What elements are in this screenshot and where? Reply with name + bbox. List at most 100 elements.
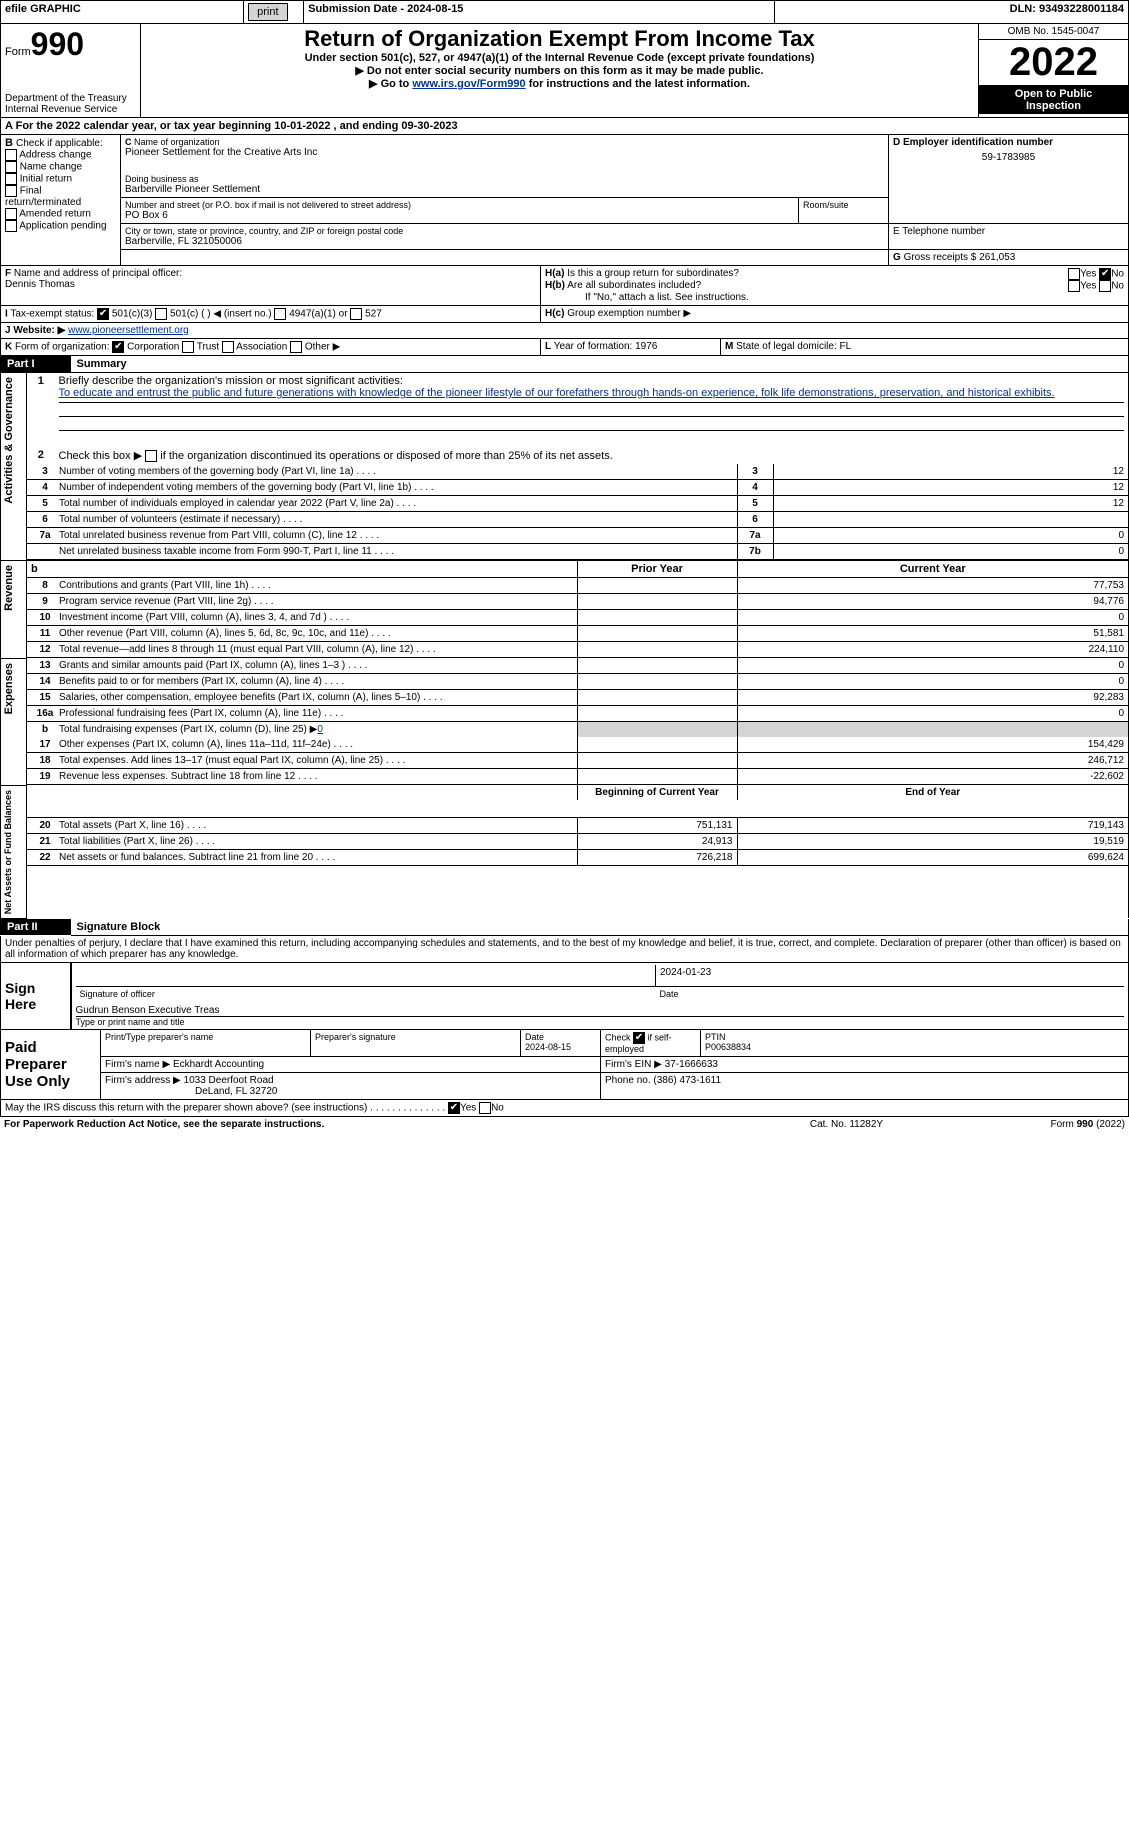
chk-pending[interactable] (5, 220, 17, 232)
irs-link[interactable]: www.irs.gov/Form990 (412, 78, 525, 90)
ein: 59-1783985 (893, 152, 1124, 163)
sig-officer-label: Signature of officer (76, 987, 656, 1002)
subtitle-2: Do not enter social security numbers on … (367, 65, 764, 77)
website-link[interactable]: www.pioneersettlement.org (68, 325, 189, 336)
g-label: G (893, 252, 901, 263)
chk-self-employed[interactable]: ✔ (633, 1032, 645, 1044)
chk-527[interactable] (350, 308, 362, 320)
chk-corp[interactable]: ✔ (112, 341, 124, 353)
l2b-text: if the organization discontinued its ope… (160, 450, 613, 462)
current-year-label: Current Year (737, 561, 1128, 577)
prior-year-label: Prior Year (577, 561, 737, 577)
prep-name-label: Print/Type preparer's name (105, 1032, 213, 1042)
footer-form-word: Form (1051, 1119, 1074, 1130)
hb-no[interactable] (1099, 280, 1111, 292)
i-text: Tax-exempt status: (10, 309, 94, 320)
opt-address: Address change (19, 150, 91, 161)
print-button[interactable]: print (248, 3, 287, 21)
open-public-2: Inspection (983, 100, 1124, 112)
subtitle-3a: Go to (381, 78, 410, 90)
prep-sig-label: Preparer's signature (311, 1030, 521, 1057)
side-revenue: Revenue (1, 561, 17, 615)
date-label: Date (656, 987, 1125, 1002)
omb-number: OMB No. 1545-0047 (979, 24, 1128, 40)
part-ii-label: Part II (1, 919, 71, 936)
k-trust: Trust (197, 342, 219, 353)
efile-label: efile GRAPHIC (1, 1, 244, 24)
part-i-body: Activities & Governance 1 Briefly descri… (0, 373, 1129, 919)
subdate-label: Submission Date - (308, 3, 407, 15)
ha-no[interactable]: ✔ (1099, 268, 1111, 280)
submission-date: Submission Date - 2024-08-15 (304, 1, 775, 24)
e-label: E Telephone number (889, 224, 1129, 250)
side-expenses: Expenses (1, 659, 17, 718)
line-a-mid: , and ending (334, 120, 399, 132)
chk-initial[interactable] (5, 173, 17, 185)
chk-501c3[interactable]: ✔ (97, 308, 109, 320)
d-label: D Employer identification number (893, 137, 1124, 148)
end-year-label: End of Year (737, 785, 1128, 800)
l2-text: Check this box ▶ (59, 450, 143, 462)
phone-label: Phone no. (605, 1075, 651, 1086)
dept-treasury: Department of the Treasury (5, 93, 136, 104)
firm-addr2: DeLand, FL 32720 (105, 1086, 277, 1097)
form-number: 990 (31, 26, 84, 62)
hc-text: Group exemption number ▶ (567, 308, 691, 319)
j-text: Website: ▶ (13, 325, 65, 336)
state-domicile: FL (840, 341, 852, 352)
org-name: Pioneer Settlement for the Creative Arts… (125, 147, 884, 158)
may-no[interactable] (479, 1102, 491, 1114)
firm-ein: 37-1666633 (665, 1059, 718, 1070)
k-label: K (5, 342, 12, 353)
opt-final: Final return/terminated (5, 186, 81, 208)
may-discuss: May the IRS discuss this return with the… (5, 1103, 367, 1114)
chk-assoc[interactable] (222, 341, 234, 353)
line-a: A For the 2022 calendar year, or tax yea… (1, 118, 1129, 135)
m-label: M (725, 341, 733, 352)
ptin: P00638834 (705, 1042, 751, 1052)
chk-name-change[interactable] (5, 161, 17, 173)
chk-amended[interactable] (5, 208, 17, 220)
chk-final[interactable] (5, 185, 17, 197)
j-label: J (5, 325, 11, 336)
chk-address-change[interactable] (5, 149, 17, 161)
phone: (386) 473-1611 (653, 1075, 721, 1086)
officer-print-name: Gudrun Benson Executive Treas (76, 1005, 1125, 1017)
hb-note: If "No," attach a list. See instructions… (545, 292, 1124, 303)
may-yes[interactable]: ✔ (448, 1102, 460, 1114)
prep-date-label: Date (525, 1032, 544, 1042)
part-i-label: Part I (1, 356, 71, 373)
check-if-label: Check (605, 1033, 631, 1043)
perjury-declaration: Under penalties of perjury, I declare th… (0, 936, 1129, 963)
suite-label: Room/suite (799, 198, 889, 224)
chk-discontinued[interactable] (145, 450, 157, 462)
no-label: No (491, 1103, 504, 1114)
ptin-label: PTIN (705, 1032, 726, 1042)
l-text: Year of formation: (554, 341, 633, 352)
entity-block: B Check if applicable: Address change Na… (0, 135, 1129, 266)
subdate-value: 2024-08-15 (407, 3, 463, 15)
ha-yes[interactable] (1068, 268, 1080, 280)
chk-trust[interactable] (182, 341, 194, 353)
no-label: No (1111, 281, 1124, 292)
hb-yes[interactable] (1068, 280, 1080, 292)
dln-label: DLN: (1010, 3, 1039, 15)
chk-other[interactable] (290, 341, 302, 353)
firm-addr1: 1033 Deerfoot Road (184, 1075, 274, 1086)
side-activities: Activities & Governance (1, 373, 17, 508)
year-begin: 10-01-2022 (274, 120, 330, 132)
chk-4947[interactable] (274, 308, 286, 320)
subtitle-3b: for instructions and the latest informat… (529, 78, 750, 90)
k-assoc: Association (236, 342, 287, 353)
footer-form-no: 990 (1077, 1119, 1094, 1130)
tax-year: 2022 (979, 40, 1128, 86)
no-label: No (1111, 269, 1124, 280)
chk-501c[interactable] (155, 308, 167, 320)
sign-here-label: Sign Here (5, 980, 66, 1012)
paid-preparer-label: Paid Preparer Use Only (5, 1039, 96, 1090)
dln: DLN: 93493228001184 (775, 1, 1129, 24)
dept-irs: Internal Revenue Service (5, 104, 136, 115)
year-end: 09-30-2023 (401, 120, 457, 132)
k-other: Other ▶ (305, 342, 340, 353)
l2-num: 2 (27, 447, 55, 464)
